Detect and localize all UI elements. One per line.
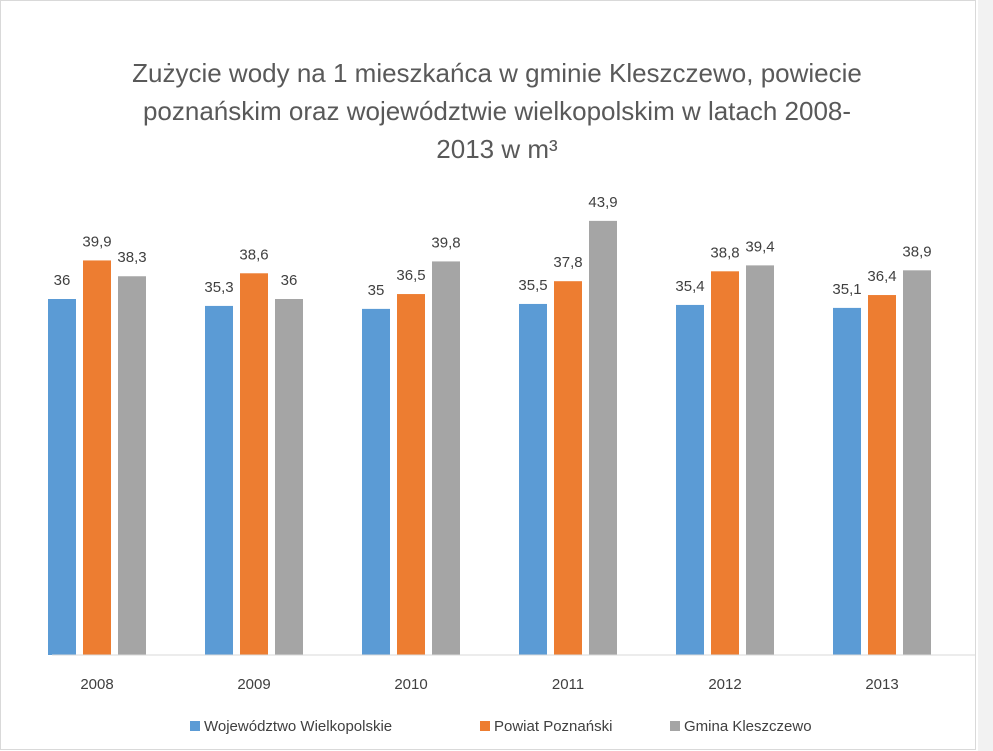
bar <box>48 299 76 655</box>
chart-title: 2013 w m³ <box>436 134 558 164</box>
data-label: 39,4 <box>745 238 774 255</box>
data-label: 35,4 <box>675 278 704 295</box>
data-label: 43,9 <box>588 194 617 211</box>
data-label: 39,9 <box>82 233 111 250</box>
data-label: 39,8 <box>431 234 460 251</box>
data-label: 38,3 <box>117 249 146 266</box>
data-label: 36 <box>54 272 71 289</box>
bar <box>83 260 111 655</box>
legend-label: Województwo Wielkopolskie <box>204 718 392 735</box>
bar <box>589 220 617 655</box>
data-label: 38,8 <box>710 244 739 261</box>
legend-label: Gmina Kleszczewo <box>684 718 812 735</box>
legend-swatch <box>190 721 200 731</box>
x-tick-label: 2008 <box>80 676 113 693</box>
bar <box>519 303 547 655</box>
x-tick-label: 2009 <box>237 676 270 693</box>
data-label: 35 <box>368 282 385 299</box>
data-label: 36,5 <box>396 267 425 284</box>
data-label: 38,9 <box>902 243 931 260</box>
legend-swatch <box>480 721 490 731</box>
bar <box>746 265 774 655</box>
bar <box>240 273 268 655</box>
data-label: 37,8 <box>553 254 582 271</box>
legend-swatch <box>670 721 680 731</box>
data-label: 35,3 <box>204 279 233 296</box>
x-tick-label: 2012 <box>708 676 741 693</box>
bar <box>362 308 390 655</box>
data-label: 35,5 <box>518 277 547 294</box>
chart-title: poznańskim oraz województwie wielkopolsk… <box>143 96 851 126</box>
bar <box>833 307 861 655</box>
bar <box>118 276 146 655</box>
data-label: 36,4 <box>867 268 896 285</box>
bar <box>711 271 739 655</box>
x-tick-label: 2011 <box>552 676 584 693</box>
bar <box>903 270 931 655</box>
x-tick-label: 2010 <box>394 676 427 693</box>
data-label: 36 <box>281 272 298 289</box>
bar <box>868 295 896 655</box>
bar <box>397 294 425 655</box>
data-label: 35,1 <box>832 281 861 298</box>
chart-title: Zużycie wody na 1 mieszkańca w gminie Kl… <box>132 58 862 88</box>
legend-label: Powiat Poznański <box>494 718 612 735</box>
bar <box>205 305 233 655</box>
side-strip <box>978 0 993 751</box>
data-label: 38,6 <box>239 246 268 263</box>
bar <box>432 261 460 655</box>
bar <box>554 281 582 655</box>
x-tick-label: 2013 <box>865 676 898 693</box>
bar <box>275 299 303 655</box>
bar <box>676 304 704 655</box>
